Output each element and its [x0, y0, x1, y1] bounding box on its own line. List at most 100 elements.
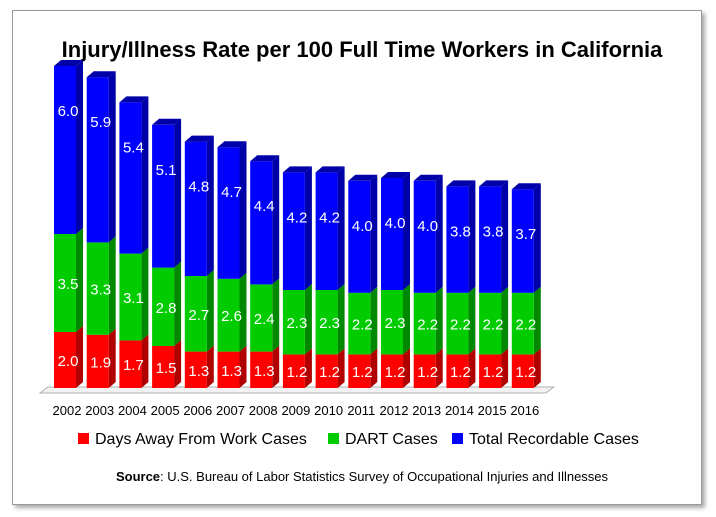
data-label: 2.0 — [58, 353, 79, 370]
data-label: 5.4 — [123, 139, 144, 156]
bar-side — [468, 180, 476, 293]
bar-top — [152, 118, 182, 125]
chart-title: Injury/Illness Rate per 100 Full Time Wo… — [62, 37, 663, 62]
bar-segment — [86, 77, 109, 243]
x-tick-label: 2004 — [118, 403, 147, 418]
data-label: 3.1 — [123, 290, 144, 307]
x-tick-label: 2012 — [380, 403, 409, 418]
bar-side — [533, 183, 541, 293]
data-label: 5.1 — [156, 162, 177, 179]
data-label: 4.2 — [286, 209, 307, 226]
x-tick-label: 2015 — [478, 403, 507, 418]
legend-swatch — [328, 433, 339, 444]
bar-segment — [446, 292, 469, 355]
data-label: 3.3 — [90, 282, 111, 299]
bar-side — [304, 284, 312, 355]
bar-segment — [381, 178, 403, 290]
bar-segment — [152, 267, 175, 346]
bar-top — [250, 155, 280, 162]
bar-side — [174, 340, 182, 388]
data-label: 1.2 — [319, 364, 340, 381]
source-label: Source — [116, 469, 160, 484]
data-label: 1.2 — [352, 364, 373, 381]
x-tick-label: 2002 — [53, 403, 82, 418]
data-label: 4.0 — [352, 218, 373, 235]
x-tick-label: 2007 — [216, 403, 245, 418]
legend-swatch — [78, 433, 89, 444]
data-label: 1.2 — [515, 364, 536, 381]
bar-segment — [282, 354, 305, 388]
bar-side — [108, 236, 116, 335]
bar-segment — [413, 354, 436, 388]
data-label: 2.3 — [319, 315, 340, 332]
bar-side — [533, 286, 541, 355]
bar-segment — [511, 354, 534, 388]
data-label: 2.2 — [483, 317, 504, 334]
bar-top — [184, 135, 214, 142]
bar-side — [337, 166, 345, 290]
data-label: 3.8 — [450, 223, 471, 240]
bar-segment — [217, 351, 240, 388]
bar-side — [337, 284, 345, 355]
data-label: 5.9 — [90, 114, 111, 131]
bar-segment — [184, 141, 207, 276]
bar-side — [239, 141, 247, 279]
bar-segment — [119, 340, 142, 388]
bar-segment — [54, 234, 76, 332]
data-label: 2.3 — [286, 315, 307, 332]
bar-side — [141, 247, 149, 341]
data-label: 3.8 — [483, 223, 504, 240]
bar-top — [86, 71, 116, 78]
bar-segment — [315, 290, 338, 355]
bar-segment — [152, 346, 175, 388]
bar-side — [403, 348, 410, 388]
data-label: 4.0 — [385, 215, 406, 232]
x-tick-label: 2014 — [445, 403, 474, 418]
data-label: 2.6 — [221, 308, 242, 325]
bar-top — [315, 166, 345, 173]
bar-side — [533, 348, 541, 388]
bar-side — [206, 345, 214, 388]
bar-segment — [184, 276, 207, 352]
bar-side — [206, 135, 214, 276]
data-label: 4.2 — [319, 209, 340, 226]
data-label: 3.5 — [58, 276, 79, 293]
bar-segment — [119, 253, 142, 341]
bar-side — [206, 270, 214, 352]
data-label: 2.3 — [385, 315, 406, 332]
x-tick-label: 2013 — [412, 403, 441, 418]
bar-segment — [348, 354, 371, 388]
bar-side — [108, 71, 116, 243]
bar-side — [370, 174, 378, 293]
data-label: 4.7 — [221, 184, 242, 201]
bar-top — [54, 60, 83, 66]
bar-side — [174, 118, 182, 268]
bar-side — [370, 286, 378, 355]
bar-segment — [479, 354, 502, 388]
bar-side — [435, 348, 443, 388]
bar-side — [108, 328, 116, 388]
data-label: 2.2 — [352, 317, 373, 334]
bar-side — [272, 345, 280, 388]
bar-top — [282, 166, 312, 173]
data-label: 2.7 — [188, 307, 209, 324]
bar-top — [511, 183, 541, 190]
bar-top — [381, 172, 410, 178]
x-tick-label: 2011 — [347, 403, 375, 418]
data-label: 3.7 — [515, 226, 536, 243]
bar-side — [468, 348, 476, 388]
bar-side — [403, 284, 410, 355]
bar-side — [501, 286, 509, 355]
data-label: 2.2 — [515, 317, 536, 334]
bar-side — [76, 228, 83, 332]
bar-side — [501, 348, 509, 388]
bar-side — [337, 348, 345, 388]
bar-segment — [282, 172, 305, 290]
bar-segment — [446, 186, 469, 293]
bar-top — [413, 174, 443, 181]
data-label: 2.2 — [450, 317, 471, 334]
bar-segment — [479, 186, 502, 293]
bar-side — [304, 348, 312, 388]
bar-side — [468, 286, 476, 355]
